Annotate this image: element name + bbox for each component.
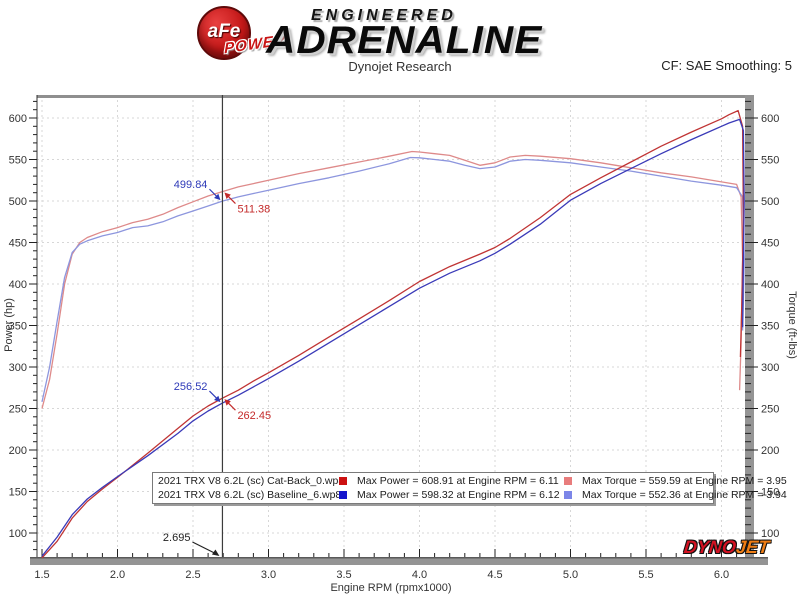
cursor-value-label: 256.52: [174, 381, 208, 393]
curve-torque_baseline: [41, 156, 745, 403]
series-name: 2021 TRX V8 6.2L (sc) Baseline_6.wp8: [158, 489, 342, 501]
x-tick-label: 3.5: [336, 569, 351, 581]
cursor-arrow: [209, 390, 218, 400]
y-tick-label-left: 250: [9, 404, 27, 416]
y-tick-label-right: 150: [761, 487, 779, 499]
y-tick-label-left: 200: [9, 445, 27, 457]
y-tick-label-right: 400: [761, 279, 779, 291]
power-swatch-baseline: [339, 491, 347, 499]
max-torque-stat: Max Torque = 552.36 at Engine RPM = 3.94: [582, 489, 787, 501]
brand-adrenaline: ADRENALINE: [266, 19, 543, 62]
y-tick-label-left: 450: [9, 238, 27, 250]
y-tick-label-left: 550: [9, 155, 27, 167]
y-axis-title-right: Torque (ft-lbs): [786, 291, 798, 359]
x-tick-label: 2.0: [110, 569, 125, 581]
y-tick-label-left: 350: [9, 321, 27, 333]
brand-engineered: ENGINEERED: [311, 7, 457, 24]
afe-logo-icon: aFe: [197, 6, 251, 60]
cursor-arrow: [209, 188, 218, 198]
y-tick-label-right: 500: [761, 196, 779, 208]
x-tick-label: 4.0: [412, 569, 427, 581]
y-tick-label-left: 100: [9, 528, 27, 540]
legend-row-baseline: 2021 TRX V8 6.2L (sc) Baseline_6.wp8 Max…: [158, 488, 787, 502]
chart-subtitle: Dynojet Research: [348, 59, 452, 74]
plot-top-bar: [37, 95, 745, 98]
dynojet-logo-dyno: DYNO: [683, 537, 738, 557]
curve-torque_catback: [41, 150, 744, 409]
torque-swatch-baseline: [564, 491, 572, 499]
y-tick-label-right: 200: [761, 445, 779, 457]
cursor-rpm-label: 2.695: [163, 532, 191, 544]
torque-swatch-catback: [564, 477, 572, 485]
cursor-value-label: 511.38: [237, 204, 270, 216]
legend-row-catback: 2021 TRX V8 6.2L (sc) Cat-Back_0.wp8 Max…: [158, 474, 787, 488]
cursor-arrow: [227, 401, 236, 411]
cursor-rpm-arrow: [192, 541, 215, 554]
power-swatch-catback: [339, 477, 347, 485]
cursor-arrowhead: [214, 193, 221, 201]
cursor-arrowhead: [214, 395, 221, 403]
x-tick-label: 2.5: [185, 569, 200, 581]
x-tick-label: 1.5: [34, 569, 49, 581]
y-tick-label-left: 150: [9, 487, 27, 499]
x-tick-label: 5.0: [563, 569, 578, 581]
y-tick-label-right: 250: [761, 404, 779, 416]
y-tick-label-left: 300: [9, 362, 27, 374]
x-tick-label: 4.5: [487, 569, 502, 581]
x-tick-label: 6.0: [714, 569, 729, 581]
dynojet-logo: DYNOJET: [683, 537, 770, 558]
y-tick-label-right: 550: [761, 155, 779, 167]
cursor-value-label: 499.84: [174, 179, 208, 191]
afe-logo-text: aFe: [207, 21, 241, 42]
right-axis-bar: [745, 95, 754, 565]
y-tick-label-right: 300: [761, 362, 779, 374]
series-name: 2021 TRX V8 6.2L (sc) Cat-Back_0.wp8: [158, 475, 345, 487]
y-tick-label-right: 100: [761, 528, 779, 540]
x-tick-label: 5.5: [638, 569, 653, 581]
curve-power_baseline: [41, 118, 745, 557]
dyno-chart-plot: 100 100 150 150 200 200 250 250 300 300 350 350 400 4…: [3, 95, 798, 594]
x-axis-title: Engine RPM (rpmx1000): [330, 582, 451, 594]
max-power-stat: Max Power = 598.32 at Engine RPM = 6.12: [357, 489, 560, 501]
y-tick-label-left: 600: [9, 113, 27, 125]
legend-box: 2021 TRX V8 6.2L (sc) Cat-Back_0.wp8 Max…: [152, 472, 787, 504]
smoothing-setting: CF: SAE Smoothing: 5: [661, 58, 792, 73]
dynojet-logo-jet: JET: [735, 537, 771, 557]
cursor-arrowhead: [224, 192, 231, 199]
x-tick-label: 3.0: [261, 569, 276, 581]
y-tick-label-left: 500: [9, 196, 27, 208]
curve-power_catback: [41, 109, 745, 559]
cursor-value-label: 262.45: [237, 410, 271, 422]
y-axis-title-left: Power (hp): [3, 298, 15, 352]
cursor-arrow: [227, 195, 236, 204]
max-torque-stat: Max Torque = 559.59 at Engine RPM = 3.95: [582, 475, 787, 487]
y-tick-label-right: 350: [761, 321, 779, 333]
cursor-rpm-arrowhead: [211, 549, 220, 556]
cursor-arrowhead: [224, 399, 231, 406]
y-tick-label-right: 600: [761, 113, 779, 125]
y-tick-label-right: 450: [761, 238, 779, 250]
y-tick-label-left: 400: [9, 279, 27, 291]
max-power-stat: Max Power = 608.91 at Engine RPM = 6.11: [357, 475, 559, 487]
bottom-axis-edge: [30, 557, 768, 559]
bottom-axis-bar: [30, 557, 768, 565]
